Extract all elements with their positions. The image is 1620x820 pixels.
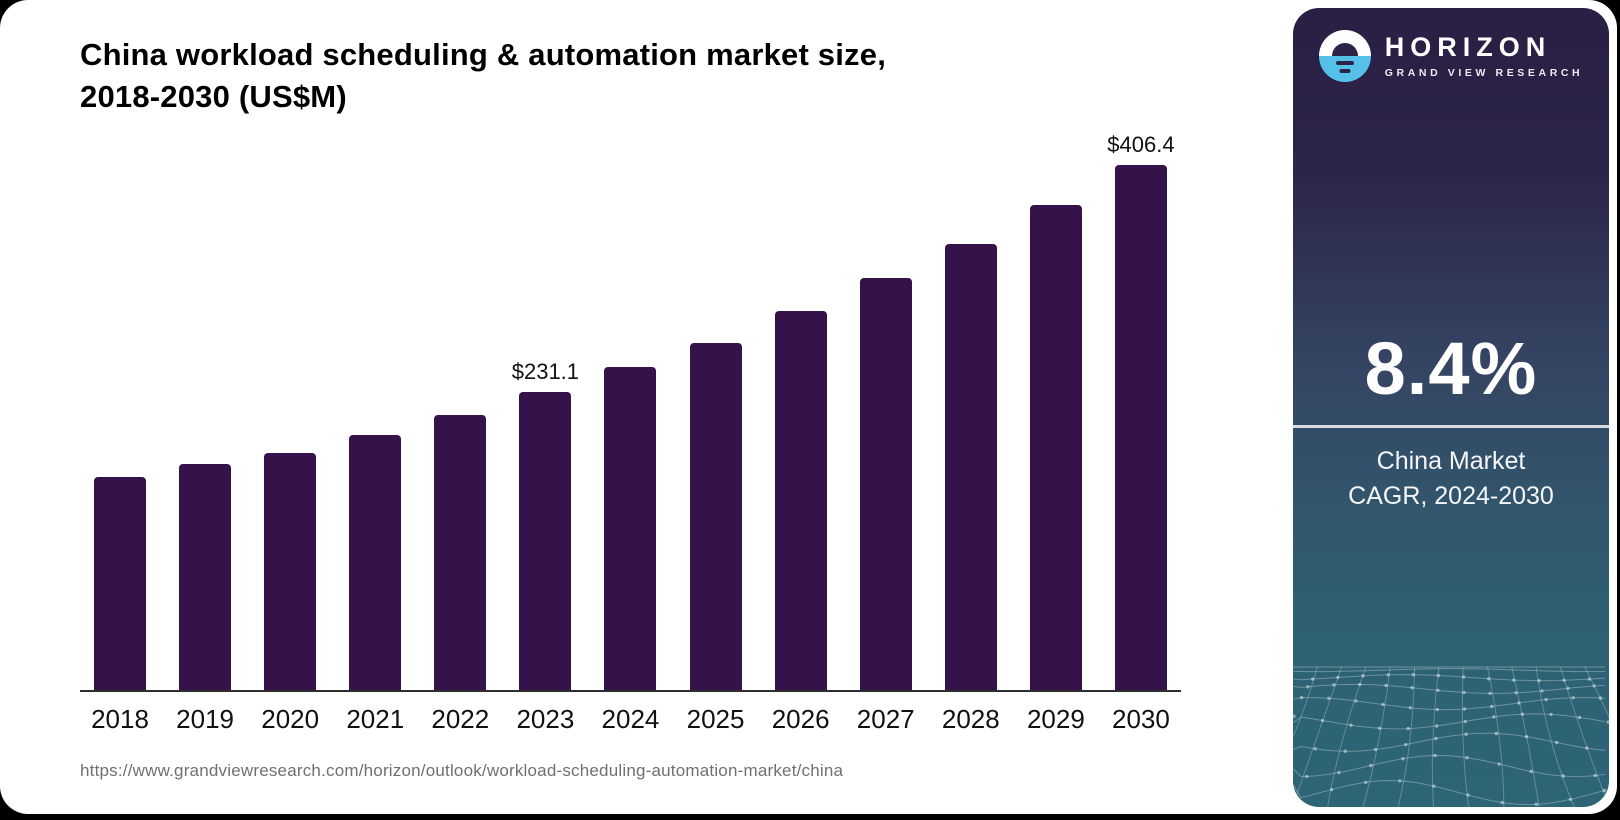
bar-column: 2020 <box>250 128 330 740</box>
chart-title: China workload scheduling & automation m… <box>80 34 1080 118</box>
x-tick-label: 2021 <box>346 704 405 734</box>
logo-sub-brand: GRAND VIEW RESEARCH <box>1384 66 1584 79</box>
x-tick-label: 2027 <box>856 704 915 734</box>
bar-column: 2018 <box>80 128 160 740</box>
wireframe-mesh-graphic <box>1293 666 1609 807</box>
chart-title-line1: China workload scheduling & automation m… <box>80 37 887 72</box>
bar-column: 2027 <box>846 128 926 740</box>
bar-2029 <box>1029 205 1082 692</box>
bar-2019 <box>179 464 232 692</box>
x-tick-label: 2025 <box>686 704 745 734</box>
cagr-stat-block: 8.4% China Market CAGR, 2024-2030 <box>1293 326 1609 514</box>
stat-divider <box>1293 425 1609 428</box>
x-tick-label: 2024 <box>601 704 660 734</box>
bar-column: $406.4 2030 <box>1101 128 1181 740</box>
logo-text: HORIZON GRAND VIEW RESEARCH <box>1384 31 1584 79</box>
x-tick-label: 2029 <box>1026 704 1085 734</box>
logo-brand-name: HORIZON <box>1384 31 1552 62</box>
bar-2018 <box>94 477 146 692</box>
bar-column: 2021 <box>335 128 415 740</box>
bar-column: $231.1 2023 <box>505 128 585 740</box>
x-tick-label: 2022 <box>431 704 490 734</box>
sidebar-panel: HORIZON GRAND VIEW RESEARCH 8.4% China M… <box>1293 8 1609 807</box>
bar-2026 <box>774 311 827 692</box>
horizon-logo: HORIZON GRAND VIEW RESEARCH <box>1293 30 1609 82</box>
bar-value-label: $231.1 <box>511 359 580 384</box>
bar-2020 <box>264 453 317 692</box>
bar-value-label: $406.4 <box>1107 132 1175 157</box>
bar-2021 <box>349 435 402 692</box>
bar-2023 <box>519 392 572 692</box>
x-tick-label: 2019 <box>176 704 234 734</box>
sun-horizon-icon <box>1331 43 1358 56</box>
bar-2027 <box>859 278 912 692</box>
cagr-label-line2: CAGR, 2024-2030 <box>1348 482 1554 510</box>
bar-column: 2025 <box>676 128 756 740</box>
horizon-logo-icon <box>1318 30 1371 82</box>
bar-2025 <box>689 343 742 692</box>
bar-column: 2024 <box>590 128 670 740</box>
bar-column: 2028 <box>931 128 1011 740</box>
x-tick-label: 2028 <box>941 704 1000 734</box>
bar-2030 <box>1114 165 1167 692</box>
x-tick-label: 2018 <box>91 704 149 734</box>
cagr-label: China Market CAGR, 2024-2030 <box>1293 444 1609 514</box>
bar-chart: 2018 2019 2020 2021 2022 $231.1 2023 2024 2025 20… <box>80 128 1181 740</box>
x-axis-line <box>80 690 1181 692</box>
bar-2022 <box>434 415 487 692</box>
bar-2024 <box>604 367 657 692</box>
bar-columns: 2018 2019 2020 2021 2022 $231.1 2023 2024 2025 20… <box>80 128 1181 740</box>
source-url: https://www.grandviewresearch.com/horizo… <box>80 761 844 780</box>
x-tick-label: 2030 <box>1112 704 1170 734</box>
x-tick-label: 2020 <box>261 704 320 734</box>
bar-2028 <box>944 244 997 692</box>
bar-column: 2022 <box>420 128 500 740</box>
bar-column: 2026 <box>761 128 841 740</box>
x-tick-label: 2023 <box>516 704 575 734</box>
bar-column: 2029 <box>1016 128 1096 740</box>
chart-title-line2: 2018-2030 (US$M) <box>80 79 347 114</box>
x-tick-label: 2026 <box>771 704 830 734</box>
bar-column: 2019 <box>165 128 245 740</box>
cagr-value: 8.4% <box>1364 327 1538 410</box>
cagr-label-line1: China Market <box>1376 447 1526 475</box>
